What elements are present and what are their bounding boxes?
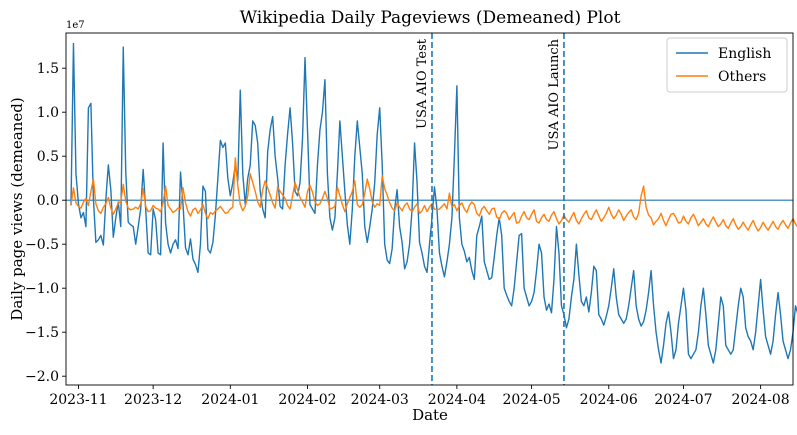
legend-frame <box>666 37 788 93</box>
y-tick-label-5: −1.0 <box>25 281 59 297</box>
legend-english-label: English <box>718 46 771 62</box>
y-tick-label-2: 0.5 <box>37 149 59 165</box>
x-tick-label-0: 2023-11 <box>49 392 107 408</box>
series-line-others <box>70 157 797 232</box>
series-line-english <box>70 42 797 364</box>
x-tick-label-9: 2024-08 <box>732 392 790 408</box>
y-tick-label-6: −1.5 <box>25 325 59 341</box>
y-tick-label-1: 1.0 <box>37 105 59 121</box>
x-tick-label-6: 2024-05 <box>502 392 560 408</box>
x-tick-label-7: 2024-06 <box>580 392 638 408</box>
event-label-0: USA AIO Test <box>415 38 430 129</box>
x-tick-label-8: 2024-07 <box>654 392 712 408</box>
y-tick-label-3: 0.0 <box>37 193 59 209</box>
x-tick-label-4: 2024-03 <box>351 392 409 408</box>
event-label-1: USA AIO Launch <box>547 38 562 150</box>
x-tick-label-3: 2024-02 <box>278 392 336 408</box>
legend-others-label: Others <box>718 69 766 85</box>
y-axis-ticks: 1.5 1.0 0.5 0.0 −0.5 −1.0 −1.5 −2.0 <box>25 61 66 385</box>
x-tick-label-1: 2023-12 <box>124 392 182 408</box>
chart-title: Wikipedia Daily Pageviews (Demeaned) Plo… <box>240 8 621 28</box>
event-markers: USA AIO Test USA AIO Launch <box>415 33 565 385</box>
plot-lines <box>66 42 797 364</box>
y-tick-label-7: −2.0 <box>25 369 59 385</box>
y-tick-label-0: 1.5 <box>37 61 59 77</box>
y-tick-label-4: −0.5 <box>25 237 59 253</box>
x-tick-label-2: 2024-01 <box>201 392 259 408</box>
x-axis-ticks: 2023-11 2023-12 2024-01 2024-02 2024-03 2024-… <box>49 385 790 408</box>
plot-frame <box>65 32 794 386</box>
x-tick-label-5: 2024-04 <box>428 392 486 408</box>
y-axis-label: Daily page views (demeaned) <box>8 97 26 320</box>
x-axis-label: Date <box>412 406 448 424</box>
legend: English Others <box>666 37 788 93</box>
y-offset-label: 1e7 <box>66 20 85 31</box>
